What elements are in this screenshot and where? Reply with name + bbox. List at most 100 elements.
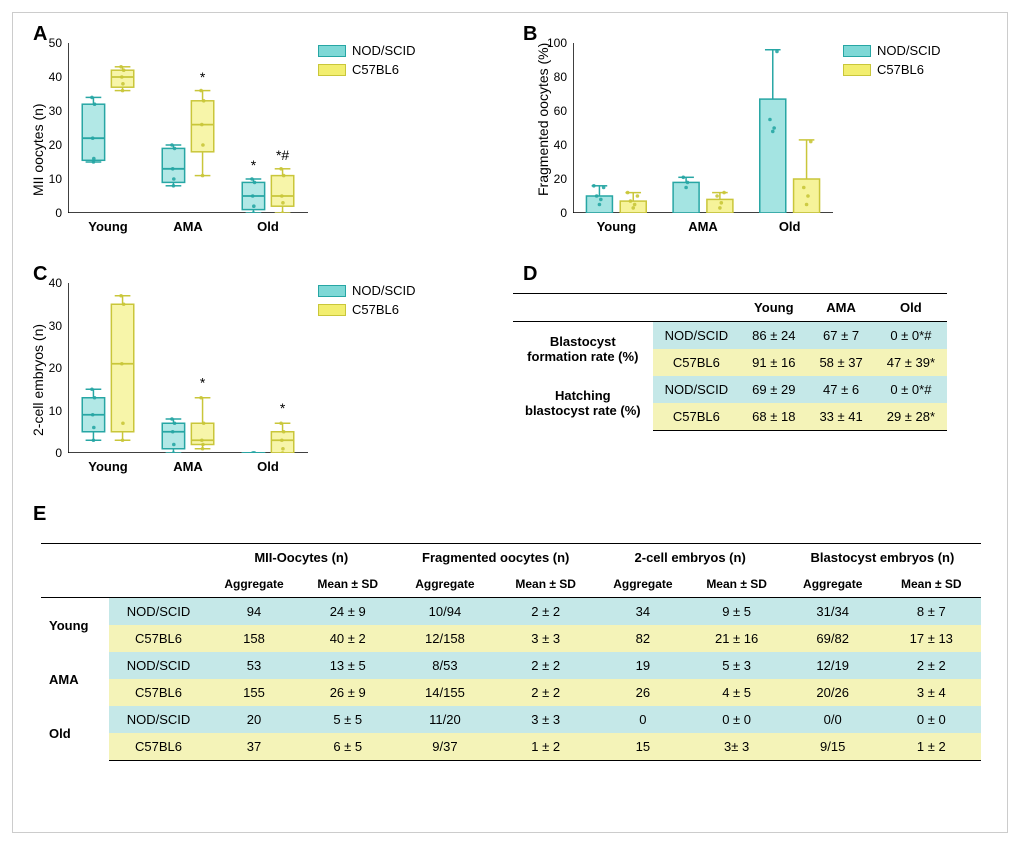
chart-c: ** [68, 283, 308, 453]
y-tick: 50 [36, 36, 62, 50]
table-e-group: Old [41, 706, 109, 761]
table-d-cell: 67 ± 7 [807, 322, 874, 350]
legend-swatch [318, 304, 346, 316]
table-e-cell: 5 ± 3 [689, 652, 783, 679]
table-e-strain: C57BL6 [109, 625, 207, 652]
svg-text:*: * [200, 374, 206, 390]
table-e-cell: 21 ± 16 [689, 625, 783, 652]
table-e-cell: 40 ± 2 [300, 625, 394, 652]
table-e-cell: 14/155 [395, 679, 495, 706]
table-e-cell: 12/19 [784, 652, 882, 679]
table-e-sub: Aggregate [395, 571, 495, 598]
table-e-cell: 1 ± 2 [495, 733, 597, 761]
table-e-sub: Mean ± SD [300, 571, 394, 598]
svg-text:*: * [280, 400, 286, 416]
svg-text:*#: *# [276, 147, 289, 163]
table-e-sub: Aggregate [208, 571, 301, 598]
y-axis-label: MII oocytes (n) [30, 103, 46, 196]
y-tick: 0 [36, 206, 62, 220]
table-e-sub: Mean ± SD [882, 571, 981, 598]
table-e-cell: 17 ± 13 [882, 625, 981, 652]
table-e-cell: 2 ± 2 [495, 652, 597, 679]
table-e: MII-Oocytes (n)Fragmented oocytes (n)2-c… [41, 543, 981, 761]
legend-label: C57BL6 [352, 62, 399, 77]
table-e-cell: 3 ± 3 [495, 625, 597, 652]
x-category: Old [238, 219, 298, 234]
table-e-cell: 20/26 [784, 679, 882, 706]
y-tick: 0 [36, 446, 62, 460]
table-e-cell: 2 ± 2 [882, 652, 981, 679]
table-e-cell: 0 [596, 706, 689, 733]
table-d-col: AMA [807, 294, 874, 322]
table-e-strain: NOD/SCID [109, 706, 207, 733]
x-category: Old [238, 459, 298, 474]
legend-label: NOD/SCID [352, 283, 416, 298]
legend-swatch [318, 45, 346, 57]
table-d-cell: 86 ± 24 [740, 322, 807, 350]
table-d-cell: 58 ± 37 [807, 349, 874, 376]
table-e-cell: 11/20 [395, 706, 495, 733]
table-e-cell: 3 ± 3 [495, 706, 597, 733]
table-d-strain: NOD/SCID [653, 376, 741, 403]
table-e-metric: Blastocyst embryos (n) [784, 544, 981, 572]
legend-b: NOD/SCID C57BL6 [843, 43, 941, 81]
x-category: AMA [158, 219, 218, 234]
table-d-cell: 68 ± 18 [740, 403, 807, 431]
table-d-rowgroup: Blastocyst formation rate (%) [513, 322, 653, 377]
legend-item: C57BL6 [843, 62, 941, 77]
table-e-cell: 82 [596, 625, 689, 652]
x-category: Young [586, 219, 646, 234]
legend-swatch [318, 64, 346, 76]
legend-a: NOD/SCID C57BL6 [318, 43, 416, 81]
y-axis-label: 2-cell embryos (n) [30, 324, 46, 436]
chart-b: * # [573, 43, 833, 213]
x-category: Young [78, 459, 138, 474]
table-d-cell: 91 ± 16 [740, 349, 807, 376]
table-e-cell: 15 [596, 733, 689, 761]
svg-text:*: * [200, 69, 206, 85]
table-d-rowgroup: Hatching blastocyst rate (%) [513, 376, 653, 431]
table-e-sub: Mean ± SD [689, 571, 783, 598]
table-e-cell: 4 ± 5 [689, 679, 783, 706]
table-d-strain: NOD/SCID [653, 322, 741, 350]
figure-container: A B C D E ***# * # ** NOD/SCIDC57BL6 NOD… [12, 12, 1008, 833]
table-d-col: Young [740, 294, 807, 322]
table-e-cell: 20 [208, 706, 301, 733]
legend-item: NOD/SCID [843, 43, 941, 58]
table-d-cell: 29 ± 28* [875, 403, 947, 431]
table-d-strain: C57BL6 [653, 349, 741, 376]
table-e-cell: 0 ± 0 [689, 706, 783, 733]
table-d-col: Old [875, 294, 947, 322]
table-e-metric: MII-Oocytes (n) [208, 544, 395, 572]
table-e-cell: 1 ± 2 [882, 733, 981, 761]
panel-label-d: D [523, 263, 537, 286]
table-e-cell: 5 ± 5 [300, 706, 394, 733]
table-e-cell: 69/82 [784, 625, 882, 652]
table-e-cell: 34 [596, 598, 689, 626]
table-e-sub: Aggregate [596, 571, 689, 598]
table-e-metric: 2-cell embryos (n) [596, 544, 783, 572]
table-e-metric: Fragmented oocytes (n) [395, 544, 596, 572]
legend-swatch [318, 285, 346, 297]
legend-swatch [843, 64, 871, 76]
table-e-cell: 3 ± 4 [882, 679, 981, 706]
panel-label-e: E [33, 503, 46, 526]
table-e-group: Young [41, 598, 109, 653]
table-d-cell: 47 ± 39* [875, 349, 947, 376]
legend-label: C57BL6 [352, 302, 399, 317]
y-tick: 40 [36, 276, 62, 290]
table-d-cell: 47 ± 6 [807, 376, 874, 403]
table-e-cell: 8/53 [395, 652, 495, 679]
x-category: AMA [673, 219, 733, 234]
table-e-cell: 3± 3 [689, 733, 783, 761]
table-e-cell: 19 [596, 652, 689, 679]
table-e-cell: 12/158 [395, 625, 495, 652]
table-e-sub: Aggregate [784, 571, 882, 598]
table-d-cell: 33 ± 41 [807, 403, 874, 431]
table-e-strain: C57BL6 [109, 733, 207, 761]
y-tick: 40 [36, 70, 62, 84]
legend-label: NOD/SCID [352, 43, 416, 58]
table-e-cell: 0/0 [784, 706, 882, 733]
legend-label: NOD/SCID [877, 43, 941, 58]
table-e-strain: C57BL6 [109, 679, 207, 706]
